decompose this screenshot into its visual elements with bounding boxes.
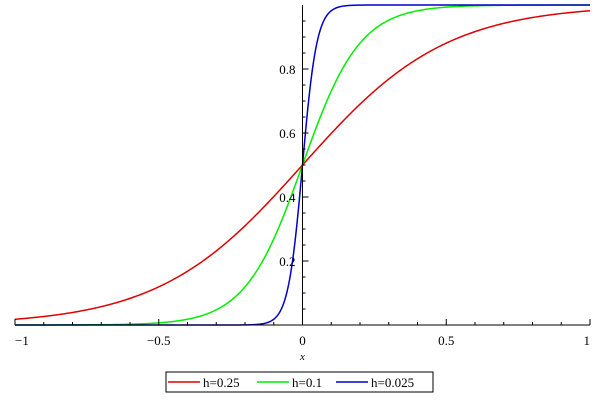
- x-tick-label: −0.5: [147, 333, 171, 348]
- legend-label: h=0.25: [203, 375, 240, 390]
- y-tick-label: 0.6: [279, 126, 296, 141]
- legend-label: h=0.025: [371, 375, 414, 390]
- x-axis-title: x: [299, 351, 305, 363]
- legend-box: [165, 371, 434, 393]
- y-tick-label: 0.8: [279, 62, 295, 77]
- ticks: −1 −0.5 0 0.5 1 0.2 0.4 0.6 0.8: [14, 20, 591, 348]
- x-tick-label: 0.5: [438, 333, 454, 348]
- x-tick-label: 1: [584, 333, 591, 348]
- x-tick-label: 0: [299, 333, 306, 348]
- y-tick-label: 0.4: [279, 190, 296, 205]
- x-tick-label: −1: [15, 333, 29, 348]
- legend: h=0.25 h=0.1 h=0.025: [165, 371, 434, 393]
- y-tick-label: 0.2: [279, 254, 295, 269]
- legend-label: h=0.1: [292, 375, 322, 390]
